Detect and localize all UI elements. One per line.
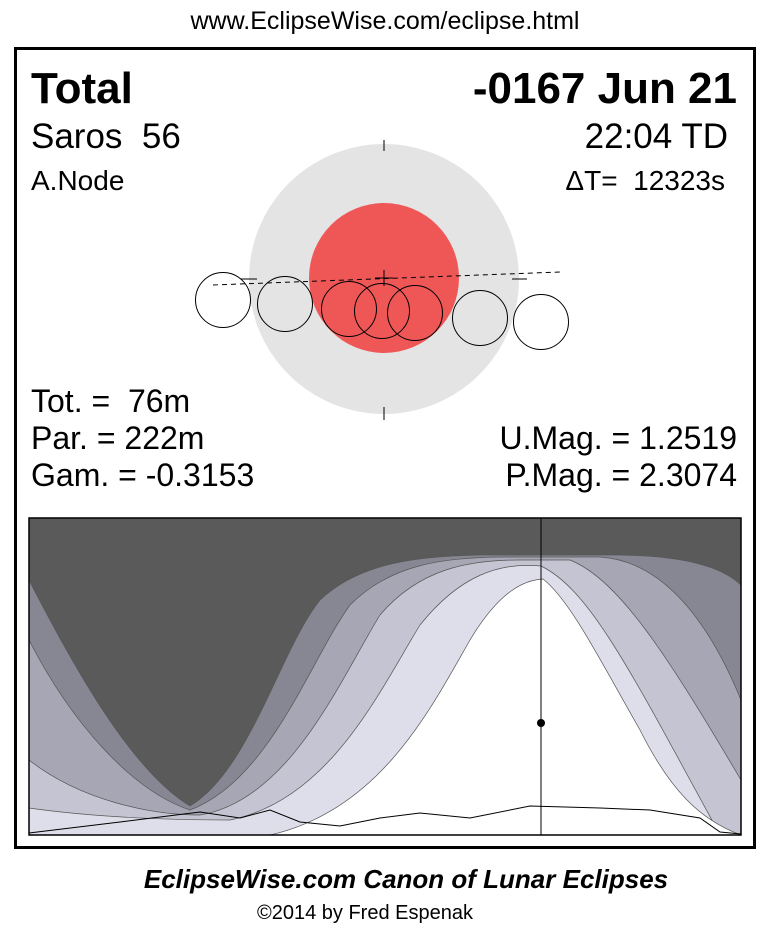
header-url: www.EclipseWise.com/eclipse.html <box>190 7 580 35</box>
eclipse-panel <box>14 47 756 849</box>
moon-position-u1 <box>257 276 313 332</box>
saros-number: Saros 56 <box>31 117 181 156</box>
footer-copyright: ©2014 by Fred Espenak <box>257 902 473 924</box>
map-border <box>28 517 742 836</box>
footer-title: EclipseWise.com Canon of Lunar Eclipses <box>143 864 669 894</box>
moon-position-u3 <box>387 285 443 341</box>
totality-duration: Tot. = 76m <box>31 383 191 419</box>
moon-position-greatest <box>354 283 410 339</box>
eclipse-type: Total <box>31 64 133 113</box>
gamma: Gam. = -0.3153 <box>31 457 255 493</box>
eclipse-time: 22:04 TD <box>584 117 728 156</box>
umbral-magnitude: U.Mag. = 1.2519 <box>499 420 737 456</box>
moon-position-p1 <box>195 272 251 328</box>
band-full-visibility <box>269 578 741 835</box>
moon-position-u2 <box>321 281 377 337</box>
sublunar-point <box>537 719 545 727</box>
visibility-map <box>29 518 741 835</box>
moon-position-p4 <box>513 294 569 350</box>
delta-t: ΔT= 12323s <box>565 165 725 196</box>
antarctica-coastline <box>29 805 741 835</box>
moon-position-u4 <box>452 290 508 346</box>
node: A.Node <box>31 165 125 196</box>
penumbral-magnitude: P.Mag. = 2.3074 <box>505 457 737 493</box>
eclipse-date: -0167 Jun 21 <box>472 64 737 113</box>
shadow-diagram <box>195 140 569 420</box>
partial-duration: Par. = 222m <box>31 420 205 456</box>
